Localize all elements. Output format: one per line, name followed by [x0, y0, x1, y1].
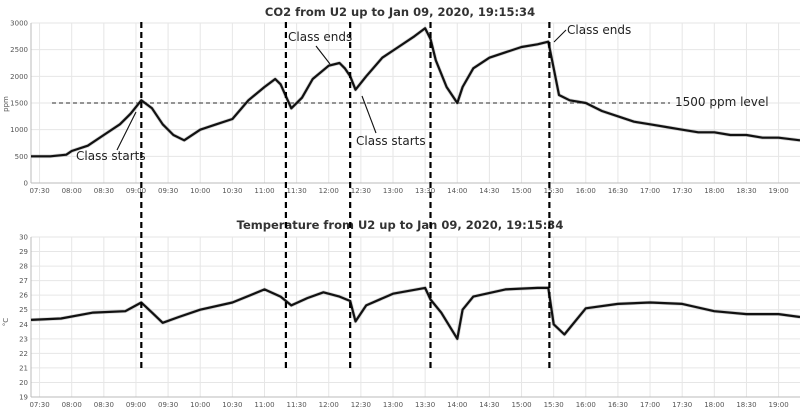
- co2-x-tick-label: 10:00: [190, 187, 210, 195]
- temperature-x-tick-label: 09:00: [126, 401, 146, 409]
- annotations: Class starts Class ends Class starts Cla…: [76, 23, 631, 163]
- co2-reference-label: 1500 ppm level: [675, 95, 769, 109]
- co2-x-tick-label: 16:00: [576, 187, 596, 195]
- annotation-arrow-1: [116, 111, 137, 151]
- co2-series-group: [31, 26, 800, 159]
- temperature-y-tick-label: 20: [19, 379, 28, 387]
- temperature-x-tick-label: 17:00: [640, 401, 660, 409]
- co2-x-tick-label: 12:30: [351, 187, 371, 195]
- temperature-x-tick-label: 12:30: [351, 401, 371, 409]
- temperature-x-tick-label: 17:30: [672, 401, 692, 409]
- co2-chart-title: CO2 from U2 up to Jan 09, 2020, 19:15:34: [265, 5, 535, 19]
- temperature-x-tick-label: 16:00: [576, 401, 596, 409]
- co2-x-tick-label: 09:00: [126, 187, 146, 195]
- co2-y-tick-label: 2000: [10, 73, 28, 81]
- annotation-arrow-2: [315, 45, 331, 65]
- co2-x-tick-label: 17:00: [640, 187, 660, 195]
- temperature-chart-title: Temperature from U2 up to Jan 09, 2020, …: [237, 218, 564, 232]
- co2-x-tick-labels: 07:30 08:00 08:30 09:00 09:30 10:00 10:30 11:00…: [29, 187, 788, 195]
- co2-series-line: [31, 27, 800, 158]
- temperature-x-tick-label: 11:30: [287, 401, 307, 409]
- co2-x-tick-label: 12:00: [319, 187, 339, 195]
- temperature-y-tick-label: 22: [19, 350, 28, 358]
- co2-x-tick-label: 18:30: [736, 187, 756, 195]
- co2-x-tick-label: 15:00: [511, 187, 531, 195]
- temperature-y-tick-label: 21: [19, 364, 28, 372]
- co2-x-tick-label: 13:00: [383, 187, 403, 195]
- temperature-gridlines: [30, 236, 800, 398]
- temperature-y-tick-label: 26: [19, 292, 28, 300]
- temperature-plot: Temperature from U2 up to Jan 09, 2020, …: [2, 218, 800, 409]
- co2-y-tick-labels: 0 500 1000 1500 2000 2500 3000: [10, 20, 28, 188]
- annotation-class-ends-2: Class ends: [567, 23, 631, 37]
- temperature-x-tick-label: 15:00: [511, 401, 531, 409]
- co2-y-tick-label: 2500: [10, 46, 28, 54]
- temperature-y-tick-label: 24: [19, 321, 28, 329]
- temperature-x-tick-labels: 07:30 08:00 08:30 09:00 09:30 10:00 10:30 11:00…: [29, 401, 788, 409]
- temperature-x-tick-label: 07:30: [29, 401, 49, 409]
- class-boundary-markers: [140, 22, 551, 368]
- temperature-x-tick-label: 14:00: [447, 401, 467, 409]
- co2-plot: CO2 from U2 up to Jan 09, 2020, 19:15:34…: [2, 5, 800, 195]
- temperature-series-group: [30, 286, 800, 341]
- temperature-x-tick-label: 10:00: [190, 401, 210, 409]
- co2-x-tick-label: 19:00: [768, 187, 788, 195]
- co2-x-tick-label: 11:30: [287, 187, 307, 195]
- temperature-y-tick-label: 30: [19, 234, 28, 242]
- annotation-class-ends-1: Class ends: [288, 30, 352, 44]
- co2-x-tick-label: 16:30: [608, 187, 628, 195]
- co2-x-tick-label: 08:00: [62, 187, 82, 195]
- annotation-arrow-3: [361, 95, 377, 134]
- annotation-arrow-4: [553, 29, 567, 43]
- temperature-y-tick-label: 27: [19, 277, 28, 285]
- temperature-y-tick-label: 19: [19, 394, 28, 402]
- temperature-x-tick-label: 08:00: [62, 401, 82, 409]
- co2-x-tick-label: 13:30: [415, 187, 435, 195]
- co2-y-axis-label: ppm: [2, 96, 10, 112]
- co2-x-tick-label: 07:30: [29, 187, 49, 195]
- temperature-x-tick-label: 13:00: [383, 401, 403, 409]
- co2-x-tick-label: 10:30: [222, 187, 242, 195]
- temperature-x-tick-label: 19:00: [768, 401, 788, 409]
- temperature-x-tick-label: 13:30: [415, 401, 435, 409]
- temperature-x-tick-label: 08:30: [94, 401, 114, 409]
- temperature-y-tick-label: 28: [19, 263, 28, 271]
- co2-y-tick-label: 0: [24, 180, 28, 188]
- temperature-y-tick-label: 29: [19, 248, 28, 256]
- co2-y-tick-label: 1500: [10, 100, 28, 108]
- co2-y-tick-label: 500: [15, 153, 28, 161]
- temperature-x-tick-label: 11:00: [254, 401, 274, 409]
- temperature-x-tick-label: 10:30: [222, 401, 242, 409]
- annotation-class-starts-2: Class starts: [356, 134, 426, 148]
- co2-y-tick-label: 3000: [10, 20, 28, 28]
- temperature-y-tick-label: 23: [19, 335, 28, 343]
- temperature-x-tick-label: 18:00: [704, 401, 724, 409]
- temperature-x-tick-label: 09:30: [158, 401, 178, 409]
- temperature-x-tick-label: 14:30: [479, 401, 499, 409]
- temperature-series-line: [30, 286, 800, 340]
- co2-x-tick-label: 11:00: [254, 187, 274, 195]
- co2-x-tick-label: 14:30: [479, 187, 499, 195]
- co2-x-tick-label: 18:00: [704, 187, 724, 195]
- temperature-y-tick-labels: 19 20 21 22 23 24 25 26 27 28 29 30: [19, 234, 28, 402]
- temperature-y-axis-label: °C: [2, 318, 10, 327]
- co2-x-tick-label: 09:30: [158, 187, 178, 195]
- co2-x-tick-label: 08:30: [94, 187, 114, 195]
- temperature-x-tick-label: 18:30: [736, 401, 756, 409]
- temperature-x-tick-label: 16:30: [608, 401, 628, 409]
- co2-x-tick-label: 17:30: [672, 187, 692, 195]
- co2-x-tick-label: 14:00: [447, 187, 467, 195]
- co2-x-tick-label: 15:30: [544, 187, 564, 195]
- temperature-x-tick-label: 15:30: [544, 401, 564, 409]
- temperature-x-tick-label: 12:00: [319, 401, 339, 409]
- annotation-class-starts-1: Class starts: [76, 149, 146, 163]
- temperature-y-tick-label: 25: [19, 306, 28, 314]
- co2-y-tick-label: 1000: [10, 126, 28, 134]
